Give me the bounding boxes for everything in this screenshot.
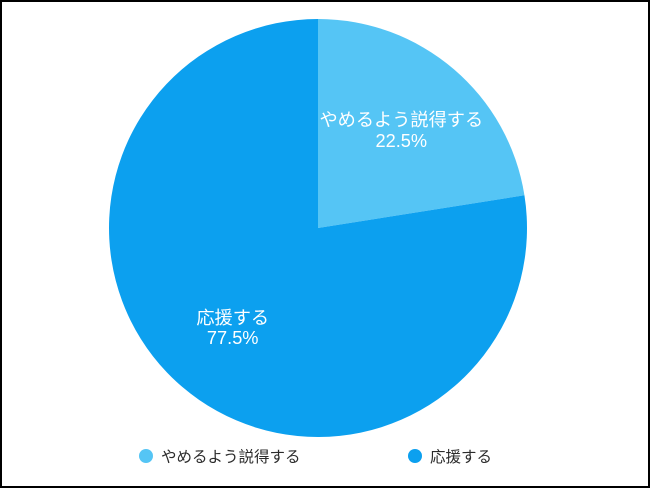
svg-text:77.5%: 77.5% [207,328,259,348]
svg-text:応援する: 応援する [196,308,269,328]
svg-text:22.5%: 22.5% [376,131,428,151]
svg-text:やめるよう説得する: やめるよう説得する [319,110,483,130]
